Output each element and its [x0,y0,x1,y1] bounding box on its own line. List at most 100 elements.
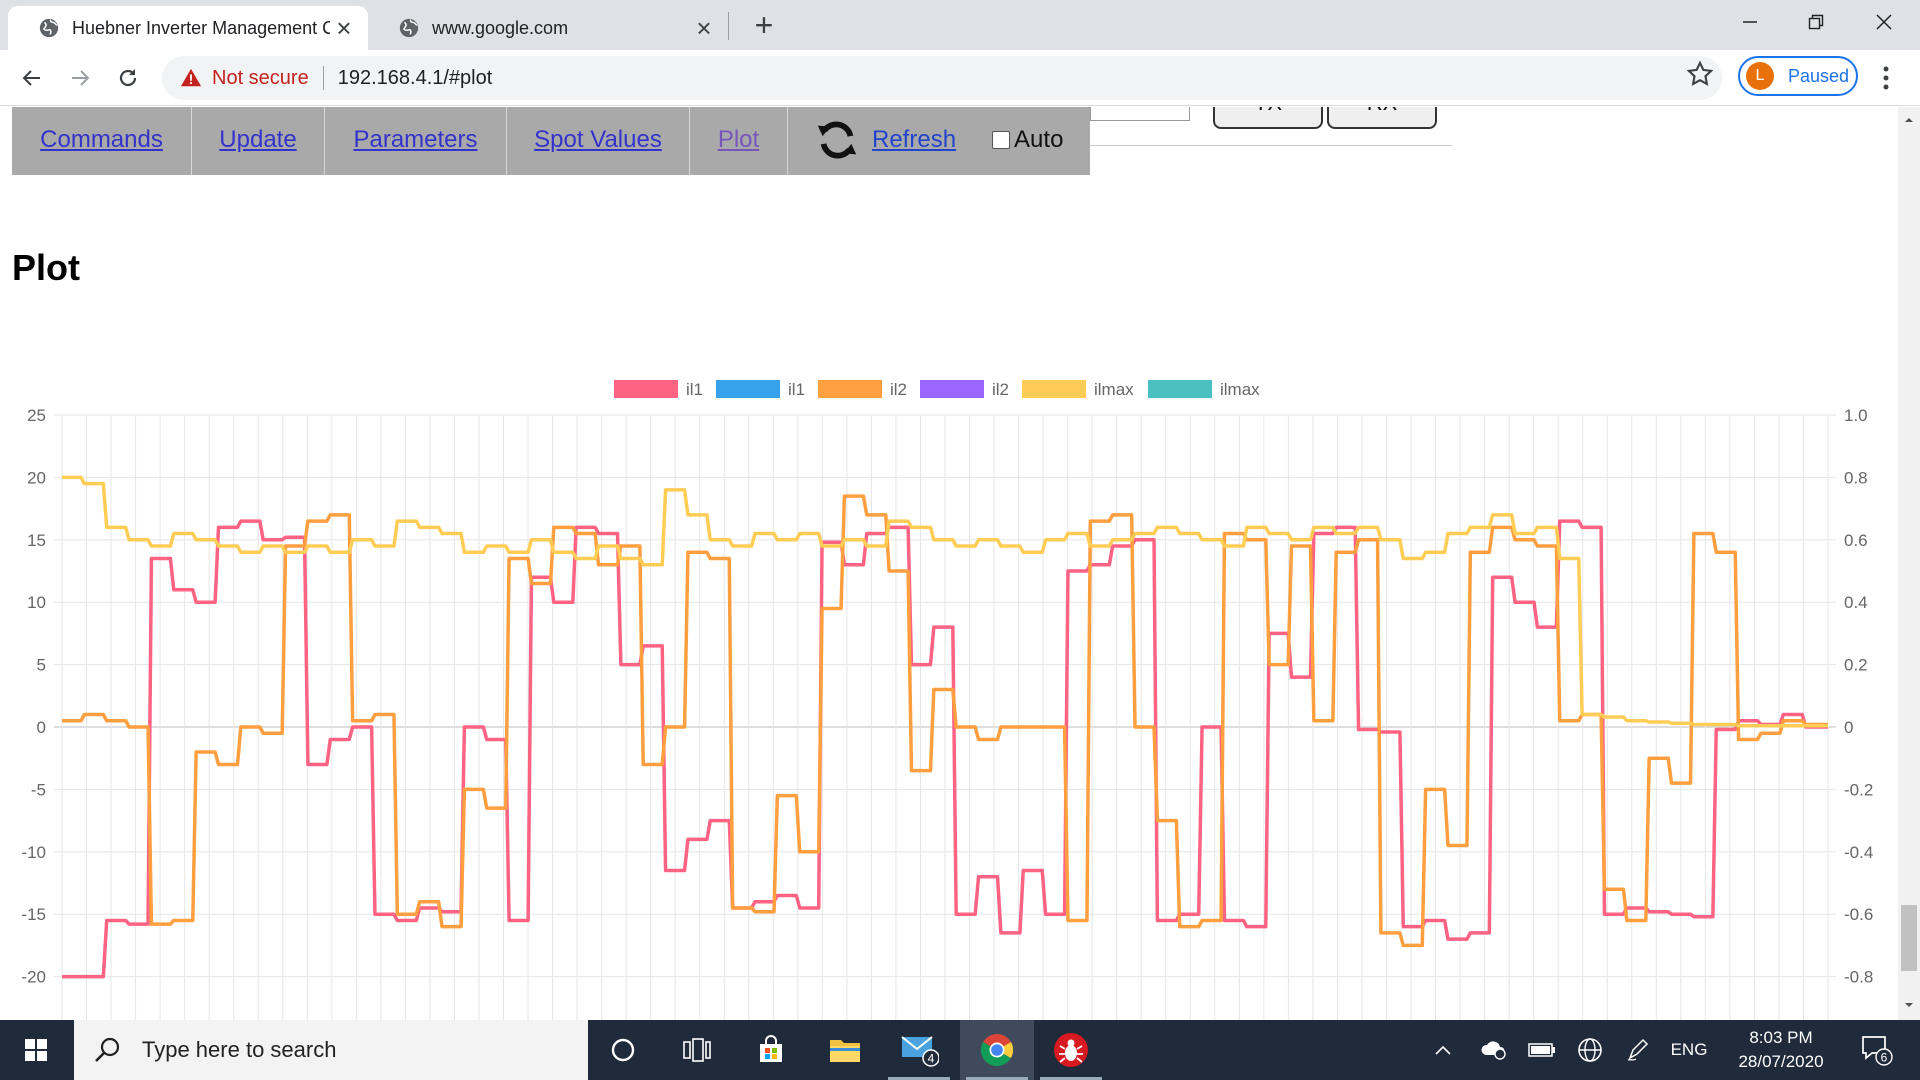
nav-item-update[interactable]: Update [192,107,325,175]
language-indicator[interactable]: ENG [1670,1040,1708,1059]
y-tick-label: -5 [31,780,46,799]
auto-toggle[interactable]: Auto [992,126,1063,154]
rx-button[interactable]: RX [1327,107,1437,129]
bug-app-button[interactable] [1034,1020,1108,1080]
nav-item-plot[interactable]: Plot [690,107,788,175]
back-button[interactable] [14,60,50,96]
y-tick-label: 0.8 [1844,468,1868,487]
system-clock[interactable]: 8:03 PM 28/07/2020 [1716,1026,1846,1074]
taskbar-search-box[interactable]: Type here to search [74,1020,588,1080]
cortana-button[interactable] [586,1020,660,1080]
avatar: L [1746,62,1774,90]
nav-link[interactable]: Commands [40,126,163,153]
y-tick-label: 0.6 [1844,531,1868,550]
y-axis-right: 1.00.80.60.40.20-0.2-0.4-0.6-0.8-1.0 [1844,406,1873,987]
legend-swatch[interactable] [818,380,882,398]
y-tick-label: 1.0 [1844,406,1868,425]
legend-label[interactable]: il2 [992,380,1009,399]
scroll-up-icon[interactable] [1904,115,1914,125]
reload-button[interactable] [110,60,146,96]
page-content: TX RX Commands Update Parameters Spot Va… [0,107,1898,1020]
tray-overflow-button[interactable] [1428,1020,1458,1080]
arrow-left-icon [22,70,40,86]
address-bar[interactable]: Not secure 192.168.4.1/#plot [162,56,1722,100]
task-view-button[interactable] [660,1020,734,1080]
legend-label[interactable]: ilmax [1220,380,1260,399]
chrome-icon [980,1034,1014,1067]
legend-label[interactable]: il1 [686,380,703,399]
nav-link[interactable]: Parameters [353,126,478,153]
page-scrollbar[interactable] [1898,107,1920,1020]
chevron-up-icon [1435,1045,1451,1055]
close-window-button[interactable] [1854,4,1914,40]
auto-label: Auto [1014,126,1064,153]
mail-button[interactable]: 4 [882,1020,956,1080]
nav-link[interactable]: Plot [717,126,760,153]
tab-separator [728,12,729,40]
network-tray-icon[interactable] [1570,1020,1610,1080]
y-tick-label: 0 [37,718,46,737]
y-tick-label: 0.4 [1844,593,1868,612]
more-menu-icon[interactable] [1876,62,1896,94]
task-view-icon [683,1038,711,1062]
close-tab-icon[interactable]: × [336,12,352,43]
tab-google[interactable]: www.google.com × [368,6,728,50]
tab-inverter-management[interactable]: Huebner Inverter Management C × [8,6,368,50]
chart-legend: il1 il1 il2 il2 ilmax ilmax [614,380,1260,399]
legend-swatch[interactable] [920,380,984,398]
forward-button[interactable] [62,60,98,96]
chrome-button[interactable] [960,1020,1034,1080]
new-tab-button[interactable]: + [754,7,774,43]
legend-label[interactable]: ilmax [1094,380,1134,399]
store-button[interactable] [734,1020,808,1080]
legend-swatch[interactable] [1148,380,1212,398]
folder-icon [830,1040,860,1062]
minimize-button[interactable] [1720,4,1780,40]
close-tab-icon[interactable]: × [696,12,712,43]
page-title: Plot [12,247,80,288]
series-line-il1 [62,519,1828,979]
security-label[interactable]: Not secure [212,66,309,89]
battery-tray-icon[interactable] [1522,1020,1562,1080]
file-explorer-button[interactable] [808,1020,882,1080]
y-tick-label: -20 [21,968,46,987]
command-input[interactable] [1090,107,1190,121]
scroll-down-icon[interactable] [1904,1000,1914,1010]
legend-swatch[interactable] [716,380,780,398]
chart-series [62,475,1828,979]
nav-item-commands[interactable]: Commands [12,107,192,175]
nav-item-parameters[interactable]: Parameters [325,107,507,175]
clock-time: 8:03 PM [1749,1028,1813,1047]
refresh-icon[interactable] [814,117,860,163]
tab-title: www.google.com [432,17,569,38]
bookmark-star-icon[interactable] [1686,60,1714,88]
bug-icon [1054,1033,1088,1067]
pen-tray-icon[interactable] [1618,1020,1658,1080]
battery-icon [1528,1043,1555,1057]
tx-button[interactable]: TX [1213,107,1323,129]
browser-toolbar: Not secure 192.168.4.1/#plot L Paused [0,50,1920,106]
start-button[interactable] [0,1020,72,1080]
legend-swatch[interactable] [614,380,678,398]
legend-label[interactable]: il2 [890,380,907,399]
main-nav: Commands Update Parameters Spot Values P… [12,107,1090,175]
legend-swatch[interactable] [1022,380,1086,398]
profile-button[interactable]: L Paused [1738,56,1858,96]
series-line-ilmax [62,475,1828,728]
mail-badge: 4 [928,1052,935,1066]
onedrive-tray-icon[interactable] [1474,1020,1514,1080]
url-text[interactable]: 192.168.4.1/#plot [337,66,493,89]
action-center-button[interactable]: 6 [1852,1020,1902,1080]
restore-button[interactable] [1786,4,1846,40]
nav-link[interactable]: Spot Values [534,126,662,153]
divider [1090,145,1452,146]
nav-link[interactable]: Update [219,126,297,153]
y-tick-label: -0.6 [1844,905,1873,924]
y-tick-label: 20 [27,468,46,487]
nav-item-spot-values[interactable]: Spot Values [507,107,690,175]
scroll-thumb[interactable] [1901,905,1917,971]
refresh-link[interactable]: Refresh [872,126,957,153]
clock-date: 28/07/2020 [1738,1052,1824,1071]
auto-checkbox[interactable] [992,131,1011,149]
legend-label[interactable]: il1 [788,380,805,399]
